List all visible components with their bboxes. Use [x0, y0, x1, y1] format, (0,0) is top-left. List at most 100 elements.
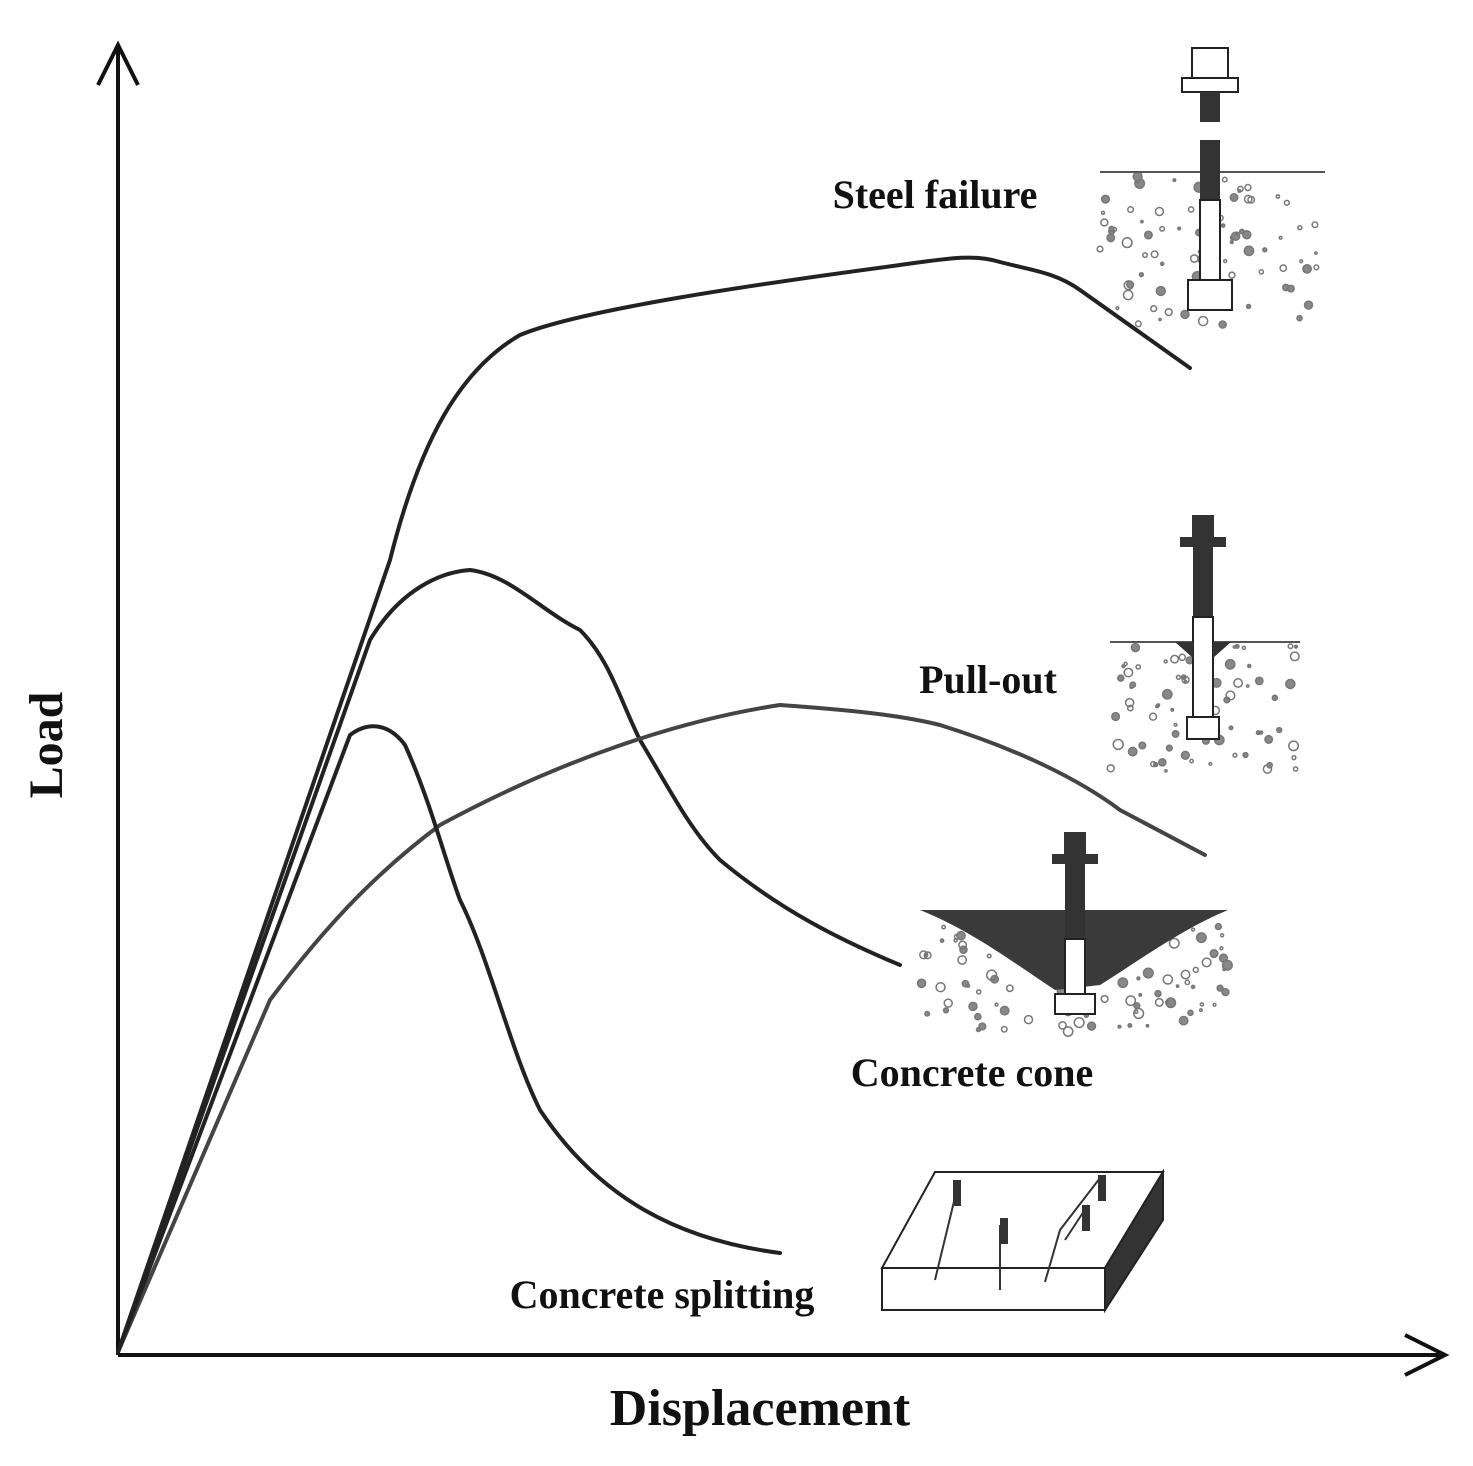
- speckle: [1225, 690, 1236, 701]
- speckle: [1232, 752, 1238, 758]
- x-axis-label: Displacement: [610, 1380, 911, 1437]
- speckle: [1132, 171, 1143, 182]
- speckle: [1100, 194, 1111, 204]
- speckle: [1219, 946, 1224, 951]
- speckle: [1134, 1009, 1139, 1015]
- speckle: [1189, 758, 1195, 764]
- speckle: [1145, 1023, 1150, 1028]
- speckle: [1212, 1002, 1217, 1007]
- speckle: [939, 938, 945, 943]
- x-axis: [118, 1333, 1450, 1377]
- speckle: [1285, 678, 1296, 690]
- speckle: [1313, 264, 1320, 271]
- speckle: [973, 1012, 982, 1021]
- speckle: [1266, 761, 1274, 769]
- speckle: [1096, 245, 1104, 253]
- speckle: [1159, 261, 1165, 267]
- speckle: [1112, 738, 1124, 751]
- speckle: [1150, 760, 1157, 768]
- speckle: [1264, 734, 1274, 744]
- speckle: [1214, 922, 1223, 931]
- speckle: [1245, 684, 1250, 688]
- speckle: [1023, 1014, 1034, 1025]
- speckle: [1222, 258, 1228, 264]
- cracks: [934, 1177, 1101, 1290]
- speckle: [1180, 309, 1190, 320]
- speckle: [1173, 722, 1178, 727]
- speckle: [956, 930, 966, 941]
- speckle: [916, 978, 927, 989]
- pull-out-curve: [116, 703, 1207, 1354]
- speckle: [1130, 642, 1141, 653]
- speckle: [1180, 750, 1191, 760]
- speckle: [953, 938, 958, 943]
- speckle: [1127, 206, 1135, 214]
- bolt-stub: [1200, 92, 1220, 122]
- speckle: [1161, 688, 1173, 700]
- speckle: [1117, 674, 1125, 682]
- speckle: [1311, 221, 1319, 229]
- speckle: [1288, 740, 1300, 752]
- speckle: [1154, 206, 1165, 217]
- speckle: [1058, 1021, 1067, 1030]
- speckle: [1138, 992, 1143, 997]
- speckle: [1000, 1025, 1008, 1033]
- speckle: [1242, 751, 1249, 759]
- speckle: [1126, 704, 1134, 712]
- speckle: [1254, 676, 1264, 686]
- speckle: [941, 924, 947, 930]
- bolt-thread: [1193, 547, 1213, 617]
- speckle: [1245, 303, 1252, 310]
- bolt-shank: [1064, 938, 1086, 995]
- speckle: [978, 1022, 987, 1031]
- speckle: [1244, 183, 1252, 192]
- speckle: [1246, 663, 1252, 669]
- speckle: [1293, 644, 1299, 649]
- speckle: [1171, 729, 1180, 738]
- speckle: [1158, 757, 1167, 767]
- bolt-shank: [1192, 616, 1214, 718]
- speckle: [1187, 1009, 1194, 1017]
- washer: [1180, 537, 1226, 547]
- speckle: [957, 955, 968, 965]
- cone-edge: [1175, 642, 1231, 658]
- speckle: [1172, 178, 1177, 183]
- speckle: [994, 1002, 999, 1007]
- speckle: [1121, 664, 1126, 669]
- speckle: [1216, 984, 1224, 992]
- speckle: [1181, 675, 1190, 684]
- washer: [1052, 854, 1098, 864]
- speckle: [1221, 176, 1228, 183]
- speckle: [1164, 308, 1173, 317]
- speckle: [1183, 679, 1188, 684]
- speckle: [1127, 746, 1138, 757]
- speckle: [1258, 269, 1265, 275]
- bolt-end: [1187, 279, 1233, 311]
- speckle: [1142, 252, 1149, 259]
- speckle: [1218, 320, 1227, 329]
- speckle: [1238, 228, 1245, 235]
- speckle: [1192, 966, 1199, 974]
- speckle: [1138, 741, 1147, 750]
- speckle: [1155, 285, 1167, 297]
- speckle: [958, 940, 968, 950]
- concrete-cone-label: Concrete cone: [851, 1050, 1094, 1095]
- speckle: [1219, 933, 1225, 938]
- speckle: [1198, 1008, 1203, 1013]
- bolt-shank: [1199, 199, 1221, 281]
- steel-failure-icon: [1096, 47, 1325, 329]
- steel-failure-label: Steel failure: [833, 172, 1038, 217]
- speckle: [1135, 664, 1142, 670]
- speckle: [1154, 989, 1162, 998]
- speckle: [1259, 730, 1264, 735]
- speckle: [1124, 697, 1135, 708]
- speckle: [1175, 984, 1180, 988]
- speckle: [1142, 967, 1154, 979]
- speckle: [1164, 769, 1168, 773]
- speckle: [1184, 979, 1191, 986]
- bolt-thread: [1200, 140, 1220, 200]
- speckle: [1125, 995, 1137, 1007]
- bolt-thread: [1065, 864, 1085, 939]
- speckle: [1127, 1023, 1133, 1029]
